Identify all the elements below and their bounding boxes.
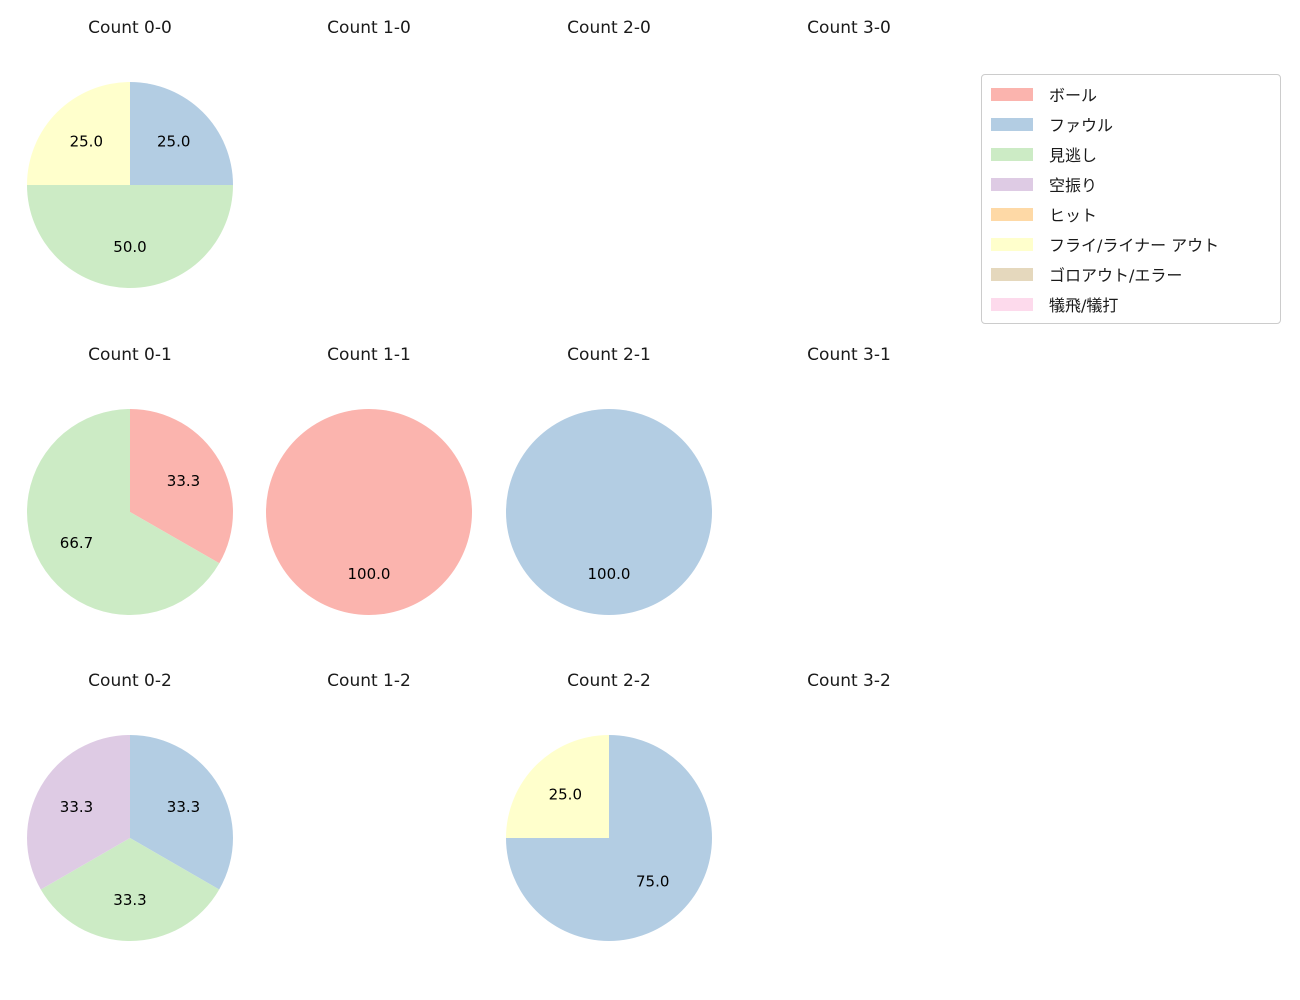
pie-title-count-3-1: Count 3-1	[807, 345, 891, 365]
pie-slice-percent-label: 50.0	[113, 238, 146, 256]
pie-cell-count-3-2: Count 3-2	[744, 669, 954, 969]
pie-slice-percent-label: 33.3	[167, 798, 200, 816]
pie-slice	[26, 409, 220, 615]
pie-cell-count-0-0: Count 0-0 25.0 50.0 25.0	[25, 16, 235, 316]
legend-label-called-strike: 見逃し	[1049, 146, 1098, 165]
pie-slice-percent-label: 25.0	[70, 132, 103, 150]
pie-count-1-0	[264, 80, 474, 290]
legend-swatch-swinging-strike	[991, 177, 1033, 191]
pie-cell-count-1-0: Count 1-0	[264, 16, 474, 316]
pie-count-0-2: 33.3 33.3 33.3	[27, 735, 233, 941]
legend-label-swinging-strike: 空振り	[1049, 176, 1098, 195]
legend-label-foul: ファウル	[1049, 116, 1114, 135]
pie-title-count-2-0: Count 2-0	[567, 18, 651, 38]
pie-title-count-3-2: Count 3-2	[807, 671, 891, 691]
legend-label-fly-liner-out: フライ/ライナー アウト	[1049, 236, 1220, 255]
pie-slice-percent-label: 25.0	[549, 785, 582, 803]
legend-label-groundout-error: ゴロアウト/エラー	[1049, 266, 1183, 285]
pie-count-3-2	[744, 733, 954, 943]
pie-slice	[130, 409, 233, 564]
pie-slice-percent-label: 33.3	[167, 472, 200, 490]
pie-title-count-0-1: Count 0-1	[88, 345, 172, 365]
pie-title-count-0-0: Count 0-0	[88, 18, 172, 38]
pie-count-2-2: 75.0 25.0	[506, 735, 712, 941]
legend-label-ball: ボール	[1049, 86, 1098, 105]
pie-title-count-0-2: Count 0-2	[88, 671, 172, 691]
legend-item-groundout-error: ゴロアウト/エラー	[982, 259, 1280, 289]
pie-slice	[27, 82, 130, 185]
legend-item-foul: ファウル	[982, 109, 1280, 139]
pie-slice-percent-label: 66.7	[60, 534, 93, 552]
legend-swatch-called-strike	[991, 147, 1033, 161]
pie-slice-percent-label: 100.0	[588, 565, 631, 583]
pie-title-count-3-0: Count 3-0	[807, 18, 891, 38]
pie-count-3-0	[744, 80, 954, 290]
pie-title-count-1-1: Count 1-1	[327, 345, 411, 365]
pie-slice	[506, 735, 609, 838]
pie-title-count-1-2: Count 1-2	[327, 671, 411, 691]
pie-count-0-1: 33.3 66.7	[26, 409, 233, 615]
pie-title-count-1-0: Count 1-0	[327, 18, 411, 38]
pie-slice	[266, 409, 472, 615]
pie-count-1-1: 100.0	[266, 409, 472, 615]
pie-slice	[27, 735, 130, 890]
pie-slice-percent-label: 25.0	[157, 132, 190, 150]
pie-slice-percent-label: 33.3	[113, 891, 146, 909]
legend-swatch-foul	[991, 117, 1033, 131]
legend-item-fly-liner-out: フライ/ライナー アウト	[982, 229, 1280, 259]
pie-slice	[40, 838, 220, 941]
legend-label-sacrifice: 犠飛/犠打	[1049, 296, 1119, 315]
legend-item-ball: ボール	[982, 79, 1280, 109]
pie-count-0-0: 25.0 50.0 25.0	[27, 82, 233, 288]
legend-label-hit: ヒット	[1049, 206, 1098, 225]
legend-swatch-hit	[991, 207, 1033, 221]
pie-cell-count-3-1: Count 3-1	[744, 343, 954, 643]
pie-title-count-2-2: Count 2-2	[567, 671, 651, 691]
pie-cell-count-2-0: Count 2-0	[504, 16, 714, 316]
pie-slice-percent-label: 33.3	[60, 798, 93, 816]
legend-swatch-ball	[991, 87, 1033, 101]
pie-count-1-2	[264, 733, 474, 943]
pie-title-count-2-1: Count 2-1	[567, 345, 651, 365]
pie-slice-percent-label: 100.0	[348, 565, 391, 583]
legend-swatch-fly-liner-out	[991, 237, 1033, 251]
pie-cell-count-2-2: Count 2-2 75.0 25.0	[504, 669, 714, 969]
legend-swatch-groundout-error	[991, 267, 1033, 281]
pie-slice	[130, 735, 233, 890]
pie-cell-count-3-0: Count 3-0	[744, 16, 954, 316]
pie-cell-count-1-2: Count 1-2	[264, 669, 474, 969]
pie-slice-percent-label: 75.0	[636, 873, 669, 891]
pie-count-3-1	[744, 407, 954, 617]
legend-item-hit: ヒット	[982, 199, 1280, 229]
pie-count-2-0	[504, 80, 714, 290]
pie-slice	[130, 82, 233, 185]
legend-item-swinging-strike: 空振り	[982, 169, 1280, 199]
legend-item-called-strike: 見逃し	[982, 139, 1280, 169]
pie-cell-count-1-1: Count 1-1 100.0	[264, 343, 474, 643]
legend: ボール ファウル 見逃し 空振り ヒット フライ/ライナー アウト ゴロアウト/…	[981, 74, 1281, 324]
pie-slice	[506, 409, 712, 615]
pie-cell-count-0-1: Count 0-1 33.3 66.7	[25, 343, 235, 643]
legend-item-sacrifice: 犠飛/犠打	[982, 289, 1280, 319]
pie-cell-count-0-2: Count 0-2 33.3 33.3 33.3	[25, 669, 235, 969]
pie-slice	[27, 185, 233, 288]
pie-cell-count-2-1: Count 2-1 100.0	[504, 343, 714, 643]
legend-swatch-sacrifice	[991, 297, 1033, 311]
pie-count-2-1: 100.0	[506, 409, 712, 615]
